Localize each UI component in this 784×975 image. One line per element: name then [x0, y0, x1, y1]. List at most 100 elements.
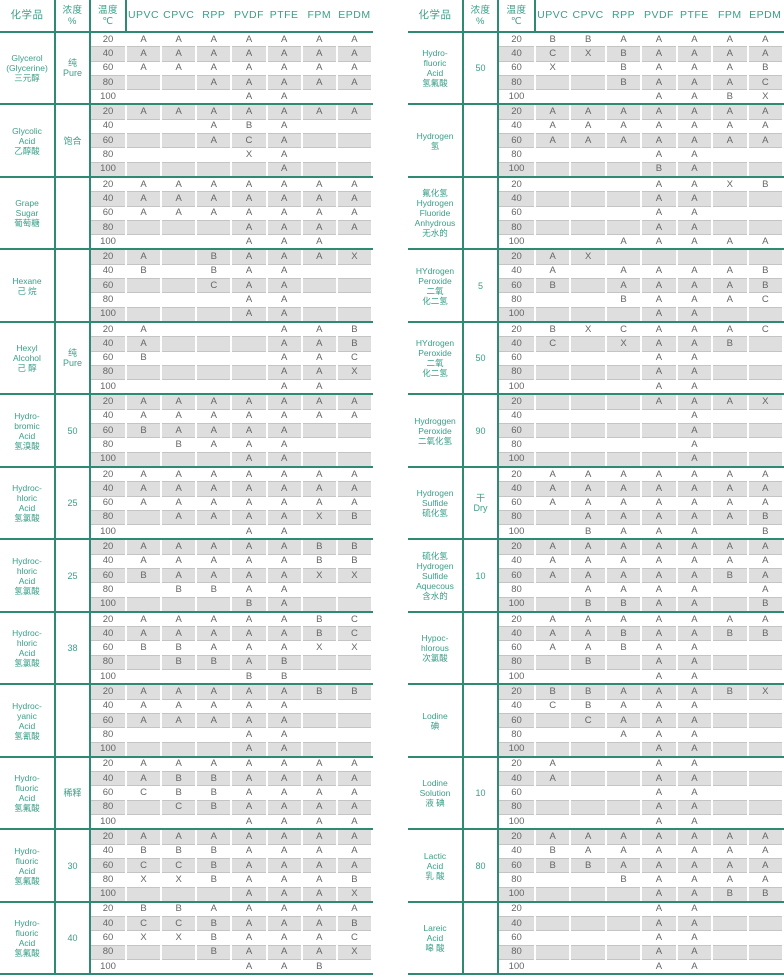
chemical-name-line: HYdrogen [415, 265, 455, 276]
concentration-line: 50 [475, 63, 486, 74]
rating-cpvc [161, 220, 198, 236]
chemical-name-line: 氢溴酸 [14, 440, 40, 451]
rating-ptfe: A [266, 858, 303, 874]
rating-pvdf: A [641, 32, 678, 48]
rating-pvdf: A [231, 510, 268, 526]
rating-ptfe: A [676, 336, 714, 352]
temperature: 100 [90, 162, 127, 178]
header-material-rpp: RPP [605, 0, 643, 33]
temperature: 60 [90, 785, 127, 801]
chemical-name-line: Hydro- [14, 845, 40, 856]
rating-rpp: A [196, 554, 233, 569]
rating-cpvc [161, 292, 198, 308]
rating-ptfe: A [676, 699, 714, 714]
rating-ptfe: A [266, 423, 303, 439]
rating-ptfe: A [266, 61, 303, 76]
rating-rpp: X [605, 336, 643, 352]
rating-ptfe: A [676, 423, 714, 439]
rating-pvdf: A [641, 321, 678, 338]
rating-pvdf: A [641, 351, 678, 366]
concentration [463, 176, 499, 251]
temperature: 40 [90, 481, 127, 497]
temperature: 40 [90, 626, 127, 642]
rating-ptfe: A [676, 61, 714, 76]
rating-cpvc [161, 365, 198, 381]
chemical-name-line: Acid [18, 503, 36, 514]
rating-epdm: B [747, 176, 784, 193]
rating-rpp [605, 916, 643, 932]
chemical-name-line: Acid [426, 860, 444, 871]
rating-epdm: A [747, 119, 784, 135]
rating-cpvc [161, 249, 198, 265]
rating-ptfe: A [266, 872, 303, 888]
rating-upvc: B [535, 844, 572, 859]
rating-fpm: A [301, 785, 338, 801]
temperature: 60 [90, 278, 127, 294]
table-row: 60 A A A A A B A [408, 568, 784, 584]
table-row: 40 A B B A A A A [0, 771, 374, 787]
rating-ptfe: A [676, 814, 714, 831]
rating-upvc [535, 582, 572, 598]
table-row: 80 B A A [408, 655, 784, 671]
rating-upvc [126, 452, 163, 468]
header-material-fpm: FPM [712, 0, 749, 33]
table-row: Hexane 己 烷 20 A B A A A X [0, 249, 374, 323]
rating-fpm [712, 930, 749, 946]
rating-upvc: A [126, 626, 163, 642]
rating-rpp: A [605, 524, 643, 541]
temperature: 60 [498, 351, 536, 366]
rating-fpm [712, 756, 749, 773]
temperature: 80 [90, 147, 127, 163]
rating-epdm [747, 727, 784, 743]
concentration: 25 [55, 539, 91, 613]
rating-fpm: A [301, 249, 338, 265]
rating-epdm [336, 655, 374, 671]
rating-rpp: A [196, 626, 233, 642]
chemical-name: Glycerol (Glycerine) 三元醇 [0, 32, 56, 106]
table-row: 60 B A A A A [0, 423, 374, 439]
temperature: 60 [498, 930, 536, 946]
rating-rpp: A [196, 75, 233, 91]
rating-rpp: A [605, 844, 643, 859]
rating-fpm [712, 423, 749, 439]
rating-upvc [535, 437, 572, 453]
rating-cpvc [161, 351, 198, 366]
rating-rpp: A [605, 104, 643, 120]
rating-pvdf: A [231, 61, 268, 76]
rating-cpvc: C [161, 800, 198, 816]
rating-cpvc: A [570, 844, 607, 859]
rating-epdm [747, 901, 784, 918]
rating-epdm [336, 162, 374, 178]
concentration: 饱合 [55, 104, 91, 178]
rating-pvdf: A [231, 104, 268, 120]
table-row: 80 B A A A C [408, 292, 784, 308]
rating-upvc [535, 379, 572, 396]
rating-fpm [712, 800, 749, 816]
rating-rpp [196, 742, 233, 758]
rating-pvdf: A [641, 496, 678, 511]
concentration-line: 纯 [67, 348, 77, 359]
rating-fpm: A [301, 220, 338, 236]
rating-fpm: X [712, 176, 749, 193]
rating-cpvc: A [570, 640, 607, 656]
rating-epdm [747, 351, 784, 366]
rating-ptfe: A [266, 321, 303, 338]
table-row: 100 A A B X [408, 89, 784, 106]
rating-upvc [535, 785, 572, 801]
rating-ptfe: A [676, 133, 714, 149]
temperature: 60 [90, 713, 127, 729]
rating-epdm [747, 814, 784, 831]
chemical-name-line: 化二氢 [422, 295, 448, 306]
rating-ptfe: A [676, 858, 714, 874]
rating-epdm: C [336, 611, 374, 628]
table-row: 40 B B B A A A A [0, 844, 374, 859]
concentration-line: 10 [475, 570, 486, 581]
rating-epdm: A [336, 901, 374, 918]
chemical-name-line: Hexyl [16, 343, 38, 354]
rating-cpvc [570, 336, 607, 352]
rating-rpp [605, 162, 643, 178]
rating-epdm [747, 699, 784, 714]
table-row: 40 A [408, 409, 784, 425]
concentration-line: 50 [475, 353, 486, 364]
table-row: 100 A A [408, 669, 784, 686]
